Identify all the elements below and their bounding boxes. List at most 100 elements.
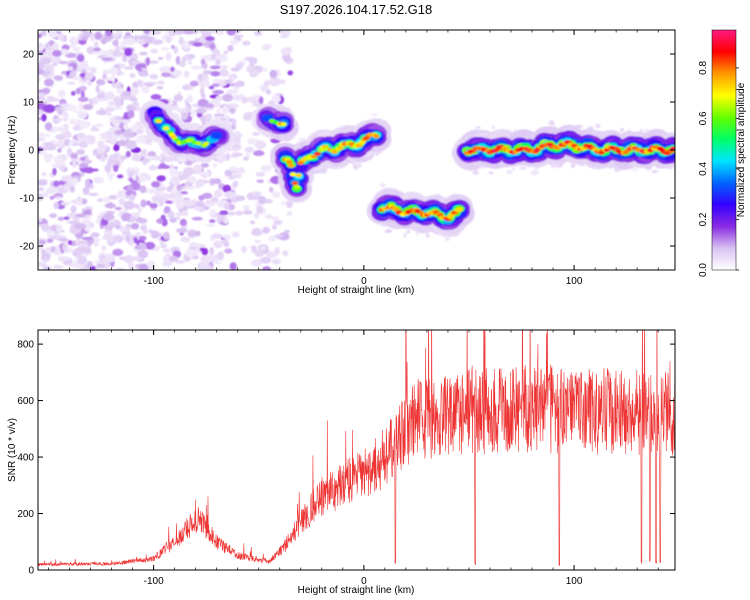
- colorbar-label: Normalized spectral amplitude: [736, 82, 747, 217]
- spectrogram-cell: [193, 164, 202, 173]
- spectrogram-cell: [38, 261, 44, 267]
- spectrogram-cell: [87, 81, 93, 86]
- spectrogram-cell: [86, 46, 95, 55]
- spectrogram-cell: [73, 259, 79, 265]
- spectrogram-cell: [74, 222, 87, 230]
- spectrogram-cell: [101, 197, 111, 203]
- spectrogram-cell: [40, 248, 47, 257]
- spectrogram-cell: [93, 41, 99, 48]
- y-tick-label: -20: [20, 242, 35, 253]
- spectrogram-cell: [104, 106, 116, 113]
- spectrogram-cell: [224, 203, 230, 210]
- spectrogram-cell: [200, 58, 206, 65]
- spectrogram-cell: [164, 206, 171, 213]
- spectrogram-cell: [231, 118, 237, 127]
- spectrogram-cell: [86, 159, 93, 164]
- spectrogram-cell: [61, 175, 74, 183]
- spectrogram-cell: [63, 185, 71, 191]
- spectrogram-cell: [511, 167, 516, 172]
- spectrogram-cell: [73, 36, 78, 42]
- spectrogram-cell: [75, 110, 86, 115]
- spectrogram-cell: [271, 224, 277, 230]
- spectrogram-cell: [278, 79, 286, 85]
- spectrogram-cell: [90, 68, 97, 74]
- spectrogram-cell: [52, 126, 62, 132]
- spectrogram-cell: [256, 179, 265, 184]
- spectrogram-cell: [488, 171, 494, 175]
- spectrogram-cell: [178, 36, 185, 46]
- spectrogram-cell: [284, 229, 290, 234]
- spectrogram-cell: [195, 141, 202, 146]
- spectrogram-cell: [140, 149, 147, 158]
- colorbar-tick-label: 0.4: [698, 162, 709, 176]
- spectrogram-cell: [261, 44, 271, 51]
- spectrogram-cell: [224, 79, 232, 84]
- spectrogram-cell: [145, 200, 152, 206]
- spectrogram-cell: [310, 154, 318, 159]
- spectrogram-cell: [38, 109, 44, 115]
- spectrogram-cell: [63, 216, 70, 220]
- spectrogram-cell: [223, 240, 230, 248]
- spectrogram-cell: [314, 151, 321, 156]
- spectrogram-cell: [213, 178, 222, 185]
- spectrogram-cell: [127, 184, 133, 192]
- spectrogram-cell: [41, 223, 50, 232]
- spectrogram-cell: [101, 57, 114, 61]
- spectrogram-cell: [375, 153, 379, 156]
- y-tick-label: 800: [17, 340, 34, 351]
- y-tick-label: 600: [17, 396, 34, 407]
- spectrogram-cell: [179, 218, 187, 227]
- spectrogram-cell: [190, 65, 203, 70]
- spectrogram-cell: [62, 110, 67, 118]
- spectrogram-cell: [230, 67, 240, 72]
- spectrogram-cell: [67, 240, 73, 246]
- spectrogram-cell: [104, 225, 114, 230]
- colorbar-tick-label: 0.8: [698, 61, 709, 75]
- spectrogram-cell: [356, 163, 362, 168]
- spectrogram-cell: [51, 98, 60, 102]
- spectrogram-cell: [78, 102, 84, 111]
- spectrogram-cell: [49, 213, 57, 219]
- spectrogram-cell: [49, 195, 55, 200]
- spectrogram-cell: [68, 220, 80, 225]
- spectrogram-cell: [66, 81, 76, 85]
- spectrogram-cell: [96, 146, 106, 155]
- spectrogram-cell: [282, 250, 289, 256]
- spectrogram-cell: [221, 234, 232, 239]
- spectrogram-cell: [136, 129, 144, 135]
- spectrogram-cell: [128, 216, 138, 222]
- spectrogram-cell: [38, 179, 48, 186]
- spectrogram-cell: [122, 40, 131, 46]
- spectrogram-cell: [43, 104, 56, 113]
- spectrogram-cell: [194, 248, 199, 257]
- spectrogram-cell: [38, 62, 45, 70]
- spectrogram-cell: [113, 163, 119, 173]
- spectrogram-cell: [185, 104, 191, 114]
- spectrogram-cell: [140, 224, 148, 231]
- spectrogram-cell: [271, 191, 281, 198]
- spectrogram-cell: [244, 146, 255, 153]
- y-tick-label: 200: [17, 509, 34, 520]
- spectrogram-cell: [203, 80, 211, 88]
- spectrogram-cell: [208, 85, 215, 90]
- spectrogram-cell: [214, 30, 225, 35]
- spectrogram-cell: [53, 264, 64, 269]
- spectrogram-cell: [177, 157, 188, 163]
- spectrogram-cell: [230, 148, 240, 152]
- spectrogram-cell: [209, 246, 214, 255]
- spectrogram-cell: [201, 192, 213, 199]
- spectrogram-cell: [38, 68, 45, 75]
- spectrogram-cell: [246, 96, 258, 103]
- spectrogram-cell: [174, 198, 186, 204]
- spectrogram-cell: [269, 216, 280, 220]
- spectrogram-cell: [631, 168, 640, 171]
- spectrogram-cell: [224, 190, 236, 199]
- spectrogram-x-label: Height of straight line (km): [298, 285, 415, 296]
- spectrogram-cell: [206, 200, 218, 204]
- spectrogram-cell: [105, 91, 115, 101]
- spectrogram-cell: [225, 211, 238, 216]
- spectrogram-cell: [260, 164, 272, 172]
- spectrogram-cell: [250, 259, 263, 267]
- spectrogram-cell: [280, 122, 287, 127]
- spectrogram-cell: [213, 240, 223, 249]
